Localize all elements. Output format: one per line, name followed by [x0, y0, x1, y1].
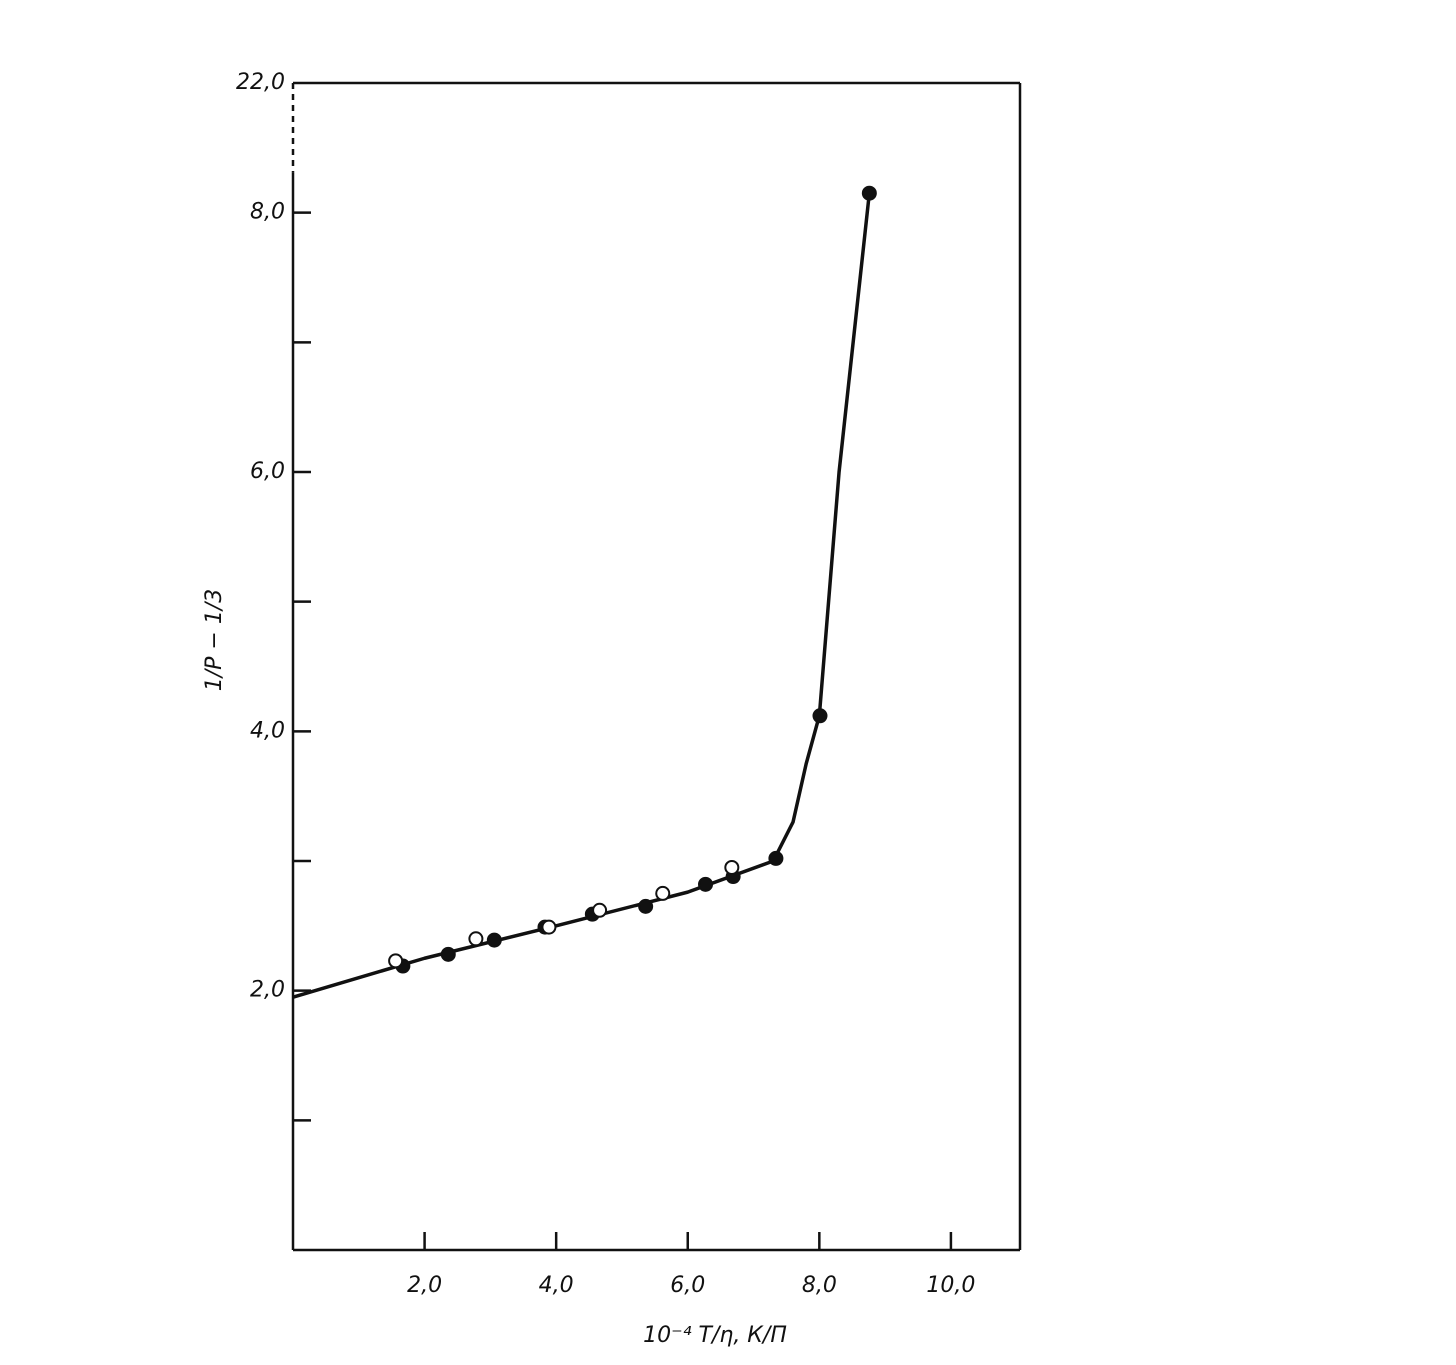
- y-tick-label: 4,0: [250, 718, 285, 743]
- open-point: [724, 859, 740, 875]
- filled-point: [768, 850, 784, 866]
- x-tick-label: 6,0: [670, 1273, 705, 1298]
- y-tick-label: 8,0: [250, 200, 285, 225]
- curve: [292, 193, 872, 999]
- x-tick-label: 8,0: [802, 1273, 837, 1298]
- x-tick-label: 2,0: [407, 1273, 442, 1298]
- open-point: [388, 953, 404, 969]
- x-axis-label: 10⁻⁴ T/η, К/П: [643, 1323, 787, 1348]
- filled-point: [698, 876, 714, 892]
- filled-point: [486, 932, 502, 948]
- open-point: [541, 919, 557, 935]
- y-tick-label: 6,0: [250, 459, 285, 484]
- filled-point: [638, 898, 654, 914]
- y-break-label: 22,0: [236, 70, 285, 95]
- filled-point: [440, 946, 456, 962]
- filled-point: [812, 708, 828, 724]
- open-point: [655, 885, 671, 901]
- y-axis-label: 1/P − 1/3: [202, 589, 227, 692]
- y-tick-label: 2,0: [250, 978, 285, 1003]
- x-tick-label: 10,0: [926, 1273, 975, 1298]
- open-point: [592, 902, 608, 918]
- open-point: [468, 931, 484, 947]
- filled-point: [861, 185, 877, 201]
- x-tick-label: 4,0: [539, 1273, 574, 1298]
